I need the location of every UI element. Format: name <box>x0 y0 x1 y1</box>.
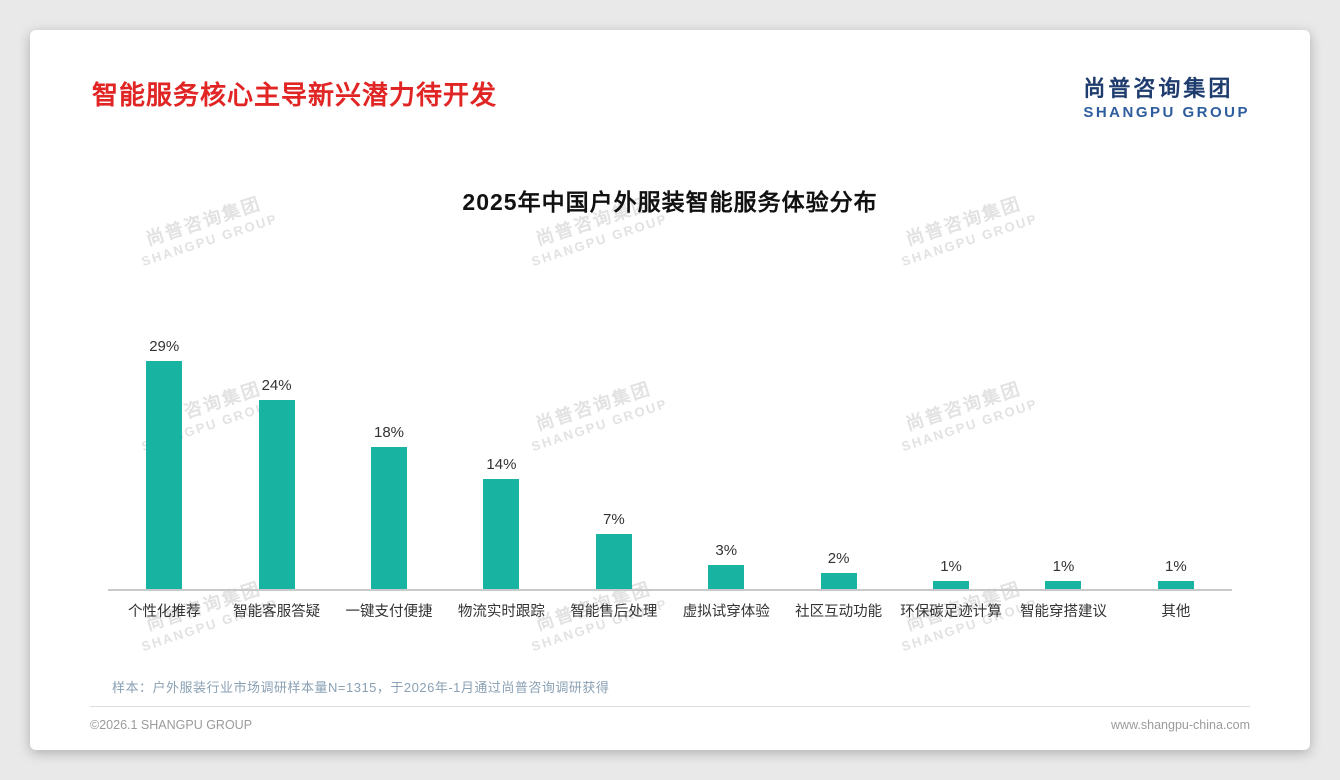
bar <box>708 565 745 589</box>
category-label: 个性化推荐 <box>127 604 201 620</box>
bar <box>595 534 632 589</box>
bar-column: 18% <box>333 424 445 589</box>
category-label: 物流实时跟踪 <box>457 604 545 620</box>
bar-value-label: 7% <box>602 511 625 528</box>
chart-title: 2025年中国户外服装智能服务体验分布 <box>462 189 878 215</box>
bar <box>933 581 970 589</box>
company-logo: 尚普咨询集团 SHANGPU GROUP <box>1083 71 1250 121</box>
bar-value-label: 3% <box>715 542 738 559</box>
bar-value-label: 2% <box>827 550 850 567</box>
bar-column: 7% <box>558 511 670 589</box>
bar <box>1157 581 1194 589</box>
sample-note: 样本：户外服装行业市场调研样本量N=1315，于2026年-1月通过尚普咨询调研… <box>112 680 610 695</box>
bar-value-label: 24% <box>261 377 292 394</box>
category-labels-row: 个性化推荐 智能客服答疑 一键支付便捷 物流实时跟踪 智能售后处理 虚拟试穿体验 社区互动功… <box>108 600 1232 621</box>
bar-value-label: 14% <box>486 456 517 473</box>
bar <box>1045 581 1082 589</box>
bar <box>258 400 295 589</box>
bar-value-label: 1% <box>1165 558 1187 575</box>
category-label: 社区互动功能 <box>795 604 883 620</box>
page-title: 智能服务核心主导新兴潜力待开发 <box>92 80 498 110</box>
logo-chinese-text: 尚普咨询集团 <box>1083 76 1234 101</box>
bar <box>371 447 408 589</box>
bar-value-label: 1% <box>1052 558 1075 575</box>
bar-column: 1% <box>1120 558 1232 589</box>
bar-value-label: 29% <box>149 338 180 355</box>
bar <box>820 573 857 589</box>
category-label: 智能售后处理 <box>570 604 658 620</box>
slide-content: 智能服务核心主导新兴潜力待开发 尚普咨询集团 SHANGPU GROUP 202… <box>90 75 1250 732</box>
footer: ©2026.1 SHANGPU GROUP www.shangpu-china.… <box>90 706 1250 732</box>
bar <box>483 479 520 589</box>
bar-column: 1% <box>1007 558 1119 589</box>
category-label: 智能客服答疑 <box>233 604 321 620</box>
bar-chart: 29% 24% 18% 14% 7% 3% 2% 1% 1% 1% 个性化推荐 智能客服答疑 一键支付… <box>108 217 1232 621</box>
x-axis-line <box>108 589 1232 591</box>
category-label: 一键支付便捷 <box>345 604 433 620</box>
slide-card: 尚普咨询集团 SHANGPU GROUP 尚普咨询集团 SHANGPU GROUP 尚普… <box>30 30 1310 750</box>
category-label: 虚拟试穿体验 <box>682 604 770 620</box>
bars-row: 29% 24% 18% 14% 7% 3% 2% 1% 1% 1% <box>108 327 1232 589</box>
bar-column: 1% <box>895 558 1007 589</box>
header: 智能服务核心主导新兴潜力待开发 尚普咨询集团 SHANGPU GROUP <box>90 75 1250 121</box>
bar-value-label: 1% <box>940 558 962 575</box>
bar-column: 14% <box>445 456 557 589</box>
bar <box>146 361 183 589</box>
bar-value-label: 18% <box>374 424 405 441</box>
category-label: 环保碳足迹计算 <box>900 604 1002 620</box>
bar-column: 3% <box>670 542 782 589</box>
category-label: 其他 <box>1161 604 1191 620</box>
category-label: 智能穿搭建议 <box>1019 604 1107 620</box>
bar-column: 24% <box>220 377 332 589</box>
bar-column: 29% <box>108 338 220 589</box>
copyright-text: ©2026.1 SHANGPU GROUP <box>90 718 253 732</box>
logo-english-text: SHANGPU GROUP <box>1083 104 1250 121</box>
bar-column: 2% <box>782 550 894 589</box>
website-text: www.shangpu-china.com <box>1111 718 1250 732</box>
